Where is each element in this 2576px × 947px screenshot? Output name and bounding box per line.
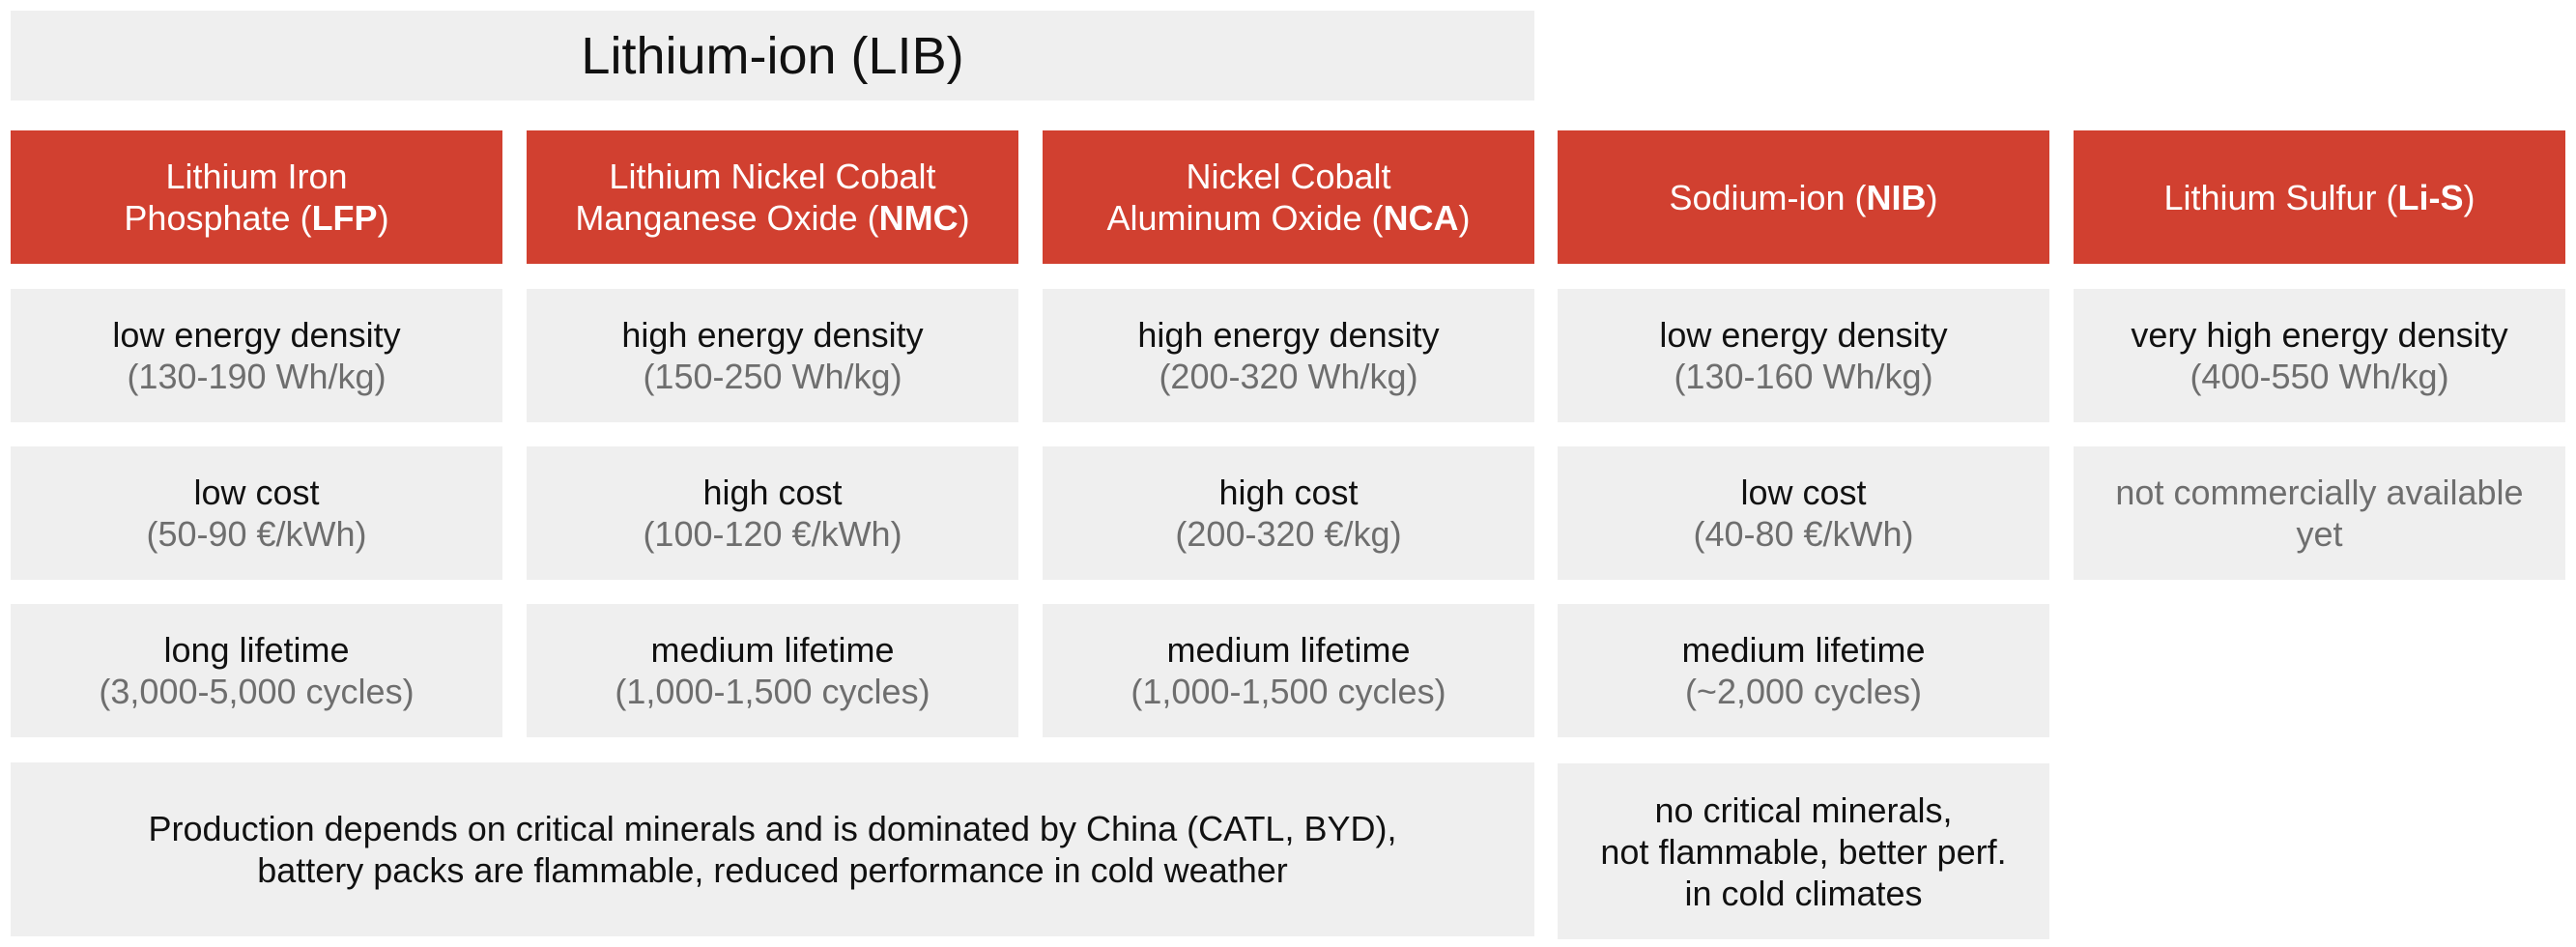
lib-shared-note: Production depends on critical minerals …	[11, 762, 1534, 936]
header-lfp: Lithium Iron Phosphate (LFP)	[11, 130, 502, 264]
cell-nib-lifetime: medium lifetime (~2,000 cycles)	[1558, 604, 2049, 737]
header-nca-abbr: NCA	[1383, 198, 1459, 238]
cell-nca-lifetime: medium lifetime (1,000-1,500 cycles)	[1043, 604, 1534, 737]
cell-lfp-cost: low cost (50-90 €/kWh)	[11, 446, 502, 580]
header-nca: Nickel Cobalt Aluminum Oxide (NCA)	[1043, 130, 1534, 264]
header-lfp-line-1: Lithium Iron	[165, 157, 348, 196]
header-nca-line-1: Nickel Cobalt	[1186, 157, 1391, 196]
cell-lis-availability: not commercially available yet	[2074, 446, 2565, 580]
group-title-text: Lithium-ion (LIB)	[581, 26, 964, 85]
header-nca-line-2: Aluminum Oxide (NCA)	[1106, 198, 1471, 238]
cell-nib-energy: low energy density (130-160 Wh/kg)	[1558, 289, 2049, 422]
nib-note: no critical minerals, not flammable, bet…	[1558, 763, 2049, 939]
cell-nca-energy: high energy density (200-320 Wh/kg)	[1043, 289, 1534, 422]
lithium-ion-group-title: Lithium-ion (LIB)	[11, 11, 1534, 100]
cell-lfp-energy: low energy density (130-190 Wh/kg)	[11, 289, 502, 422]
header-nib: Sodium-ion (NIB)	[1558, 130, 2049, 264]
header-lis-line-1: Lithium Sulfur (Li-S)	[2163, 177, 2476, 217]
cell-lis-energy: very high energy density (400-550 Wh/kg)	[2074, 289, 2565, 422]
header-nmc-abbr: NMC	[878, 198, 959, 238]
cell-nmc-energy: high energy density (150-250 Wh/kg)	[527, 289, 1018, 422]
header-nib-abbr: NIB	[1866, 177, 1927, 217]
header-nmc-line-2: Manganese Oxide (NMC)	[575, 198, 970, 238]
cell-nib-cost: low cost (40-80 €/kWh)	[1558, 446, 2049, 580]
cell-nca-cost: high cost (200-320 €/kg)	[1043, 446, 1534, 580]
header-nmc: Lithium Nickel Cobalt Manganese Oxide (N…	[527, 130, 1018, 264]
header-lis: Lithium Sulfur (Li-S)	[2074, 130, 2565, 264]
cell-lfp-lifetime: long lifetime (3,000-5,000 cycles)	[11, 604, 502, 737]
cell-nmc-cost: high cost (100-120 €/kWh)	[527, 446, 1018, 580]
header-lis-abbr: Li-S	[2397, 177, 2464, 217]
cell-nmc-lifetime: medium lifetime (1,000-1,500 cycles)	[527, 604, 1018, 737]
header-lfp-abbr: LFP	[311, 198, 378, 238]
header-nib-line-1: Sodium-ion (NIB)	[1669, 177, 1938, 217]
header-nmc-line-1: Lithium Nickel Cobalt	[609, 157, 936, 196]
header-lfp-line-2: Phosphate (LFP)	[124, 198, 389, 238]
